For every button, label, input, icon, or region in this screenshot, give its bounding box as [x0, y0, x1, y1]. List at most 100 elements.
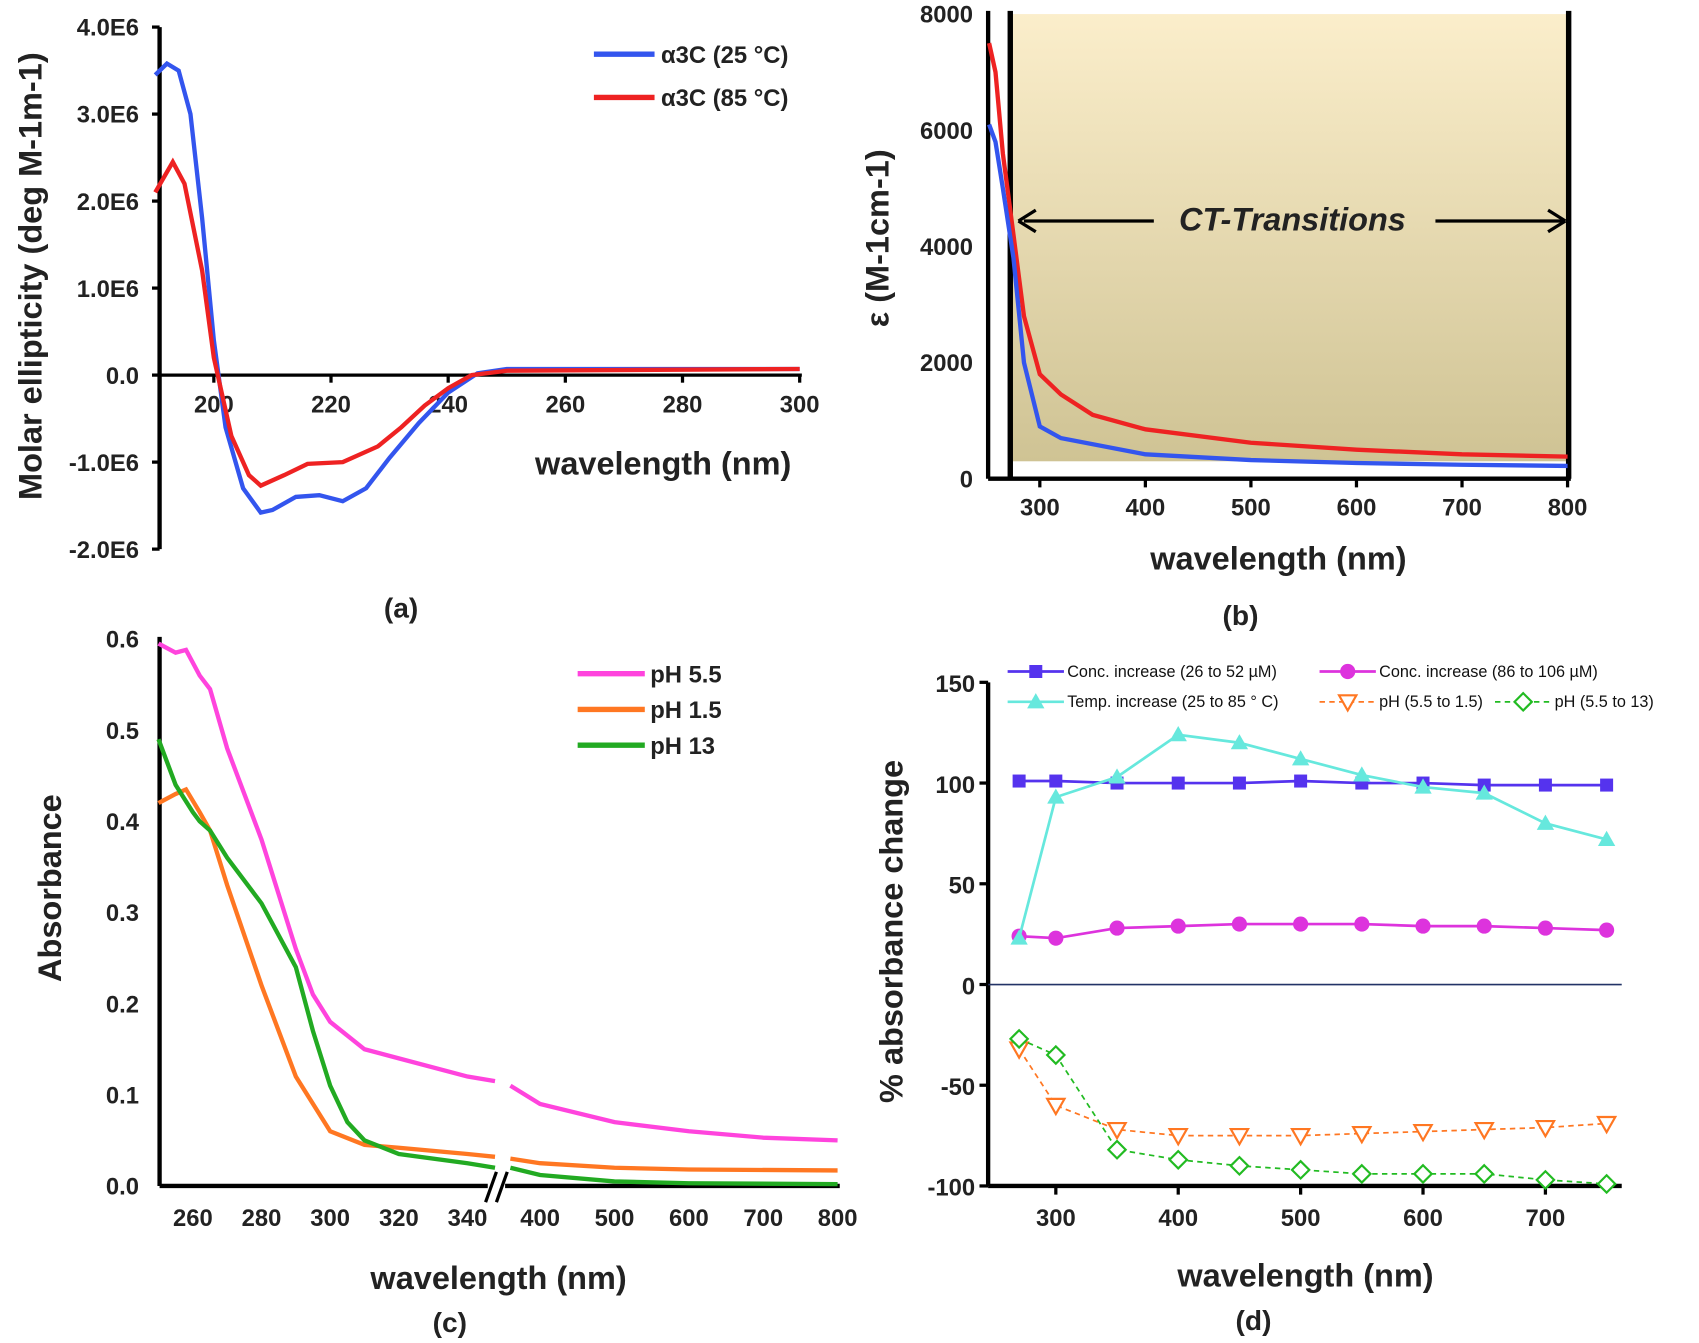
marker-diamond: [1045, 1044, 1067, 1066]
y-tick-label: 0.0: [106, 363, 139, 390]
marker-triangle: [1536, 814, 1555, 830]
x-tick-label: 340: [448, 1205, 488, 1232]
panel-caption: (c): [433, 1307, 467, 1338]
marker-triangle: [1027, 693, 1045, 709]
y-tick-label: 4000: [920, 234, 973, 261]
marker-triangle-down: [1106, 1121, 1128, 1141]
y-axis-label: ε (M-1cm-1): [859, 149, 895, 327]
x-tick-label: 700: [1526, 1205, 1566, 1232]
y-tick-label: 150: [935, 671, 975, 698]
series-line: [156, 738, 838, 1187]
marker-diamond: [1474, 1163, 1495, 1185]
legend-label: Conc. increase (86 to 106 µM): [1379, 663, 1598, 681]
marker-triangle: [1414, 778, 1432, 794]
x-tick-label: 800: [818, 1205, 858, 1232]
marker-triangle: [1475, 784, 1493, 800]
x-tick-label: 300: [310, 1205, 350, 1232]
y-tick-label: 0: [962, 973, 975, 1000]
y-tick-label: 1.0E6: [77, 276, 139, 303]
panel-c: 0.0 0.1 0.2 0.3 0.4 0.5 0.6 260 280 300 320 340 400 5…: [32, 627, 857, 1338]
marker-diamond: [1596, 1173, 1617, 1195]
y-tick-label: 0.4: [106, 809, 140, 836]
marker-circle: [1537, 920, 1553, 936]
x-tick-label: 600: [1403, 1205, 1443, 1232]
marker-circle: [1340, 663, 1356, 680]
legend-label: pH 5.5: [650, 661, 721, 688]
y-tick-label: 0.0: [106, 1174, 139, 1201]
marker-triangle-down: [1412, 1123, 1434, 1143]
marker-circle: [1048, 930, 1064, 946]
series-line: [157, 786, 838, 1173]
y-axis-label: Molar ellipticity (deg M-1m-1): [13, 52, 49, 500]
y-tick-label: 0.1: [106, 1082, 139, 1109]
marker-square: [1171, 776, 1185, 790]
y-tick-label: -100: [927, 1175, 975, 1202]
y-tick-label: 3.0E6: [77, 102, 139, 129]
legend-label: pH 13: [650, 733, 715, 760]
marker-triangle-down: [1337, 694, 1359, 713]
panel-d: -100 -50 0 50 100 150 300 400 500 600 700 Conc. inc…: [874, 663, 1654, 1336]
y-tick-label: 8000: [920, 2, 973, 29]
marker-square: [1294, 774, 1308, 788]
legend-label: pH 1.5: [650, 697, 721, 724]
y-tick-label: -1.0E6: [69, 450, 139, 477]
marker-triangle-down: [1045, 1097, 1067, 1117]
x-axis-label: wavelength (nm): [1176, 1258, 1433, 1294]
x-tick-label: 700: [743, 1205, 783, 1232]
marker-diamond: [1512, 691, 1534, 713]
marker-triangle: [1353, 766, 1371, 782]
x-tick-label: 600: [1337, 495, 1377, 522]
x-tick-label: 260: [173, 1205, 213, 1232]
marker-circle: [1109, 920, 1125, 936]
marker-triangle-down: [1167, 1128, 1189, 1147]
x-tick-label: 500: [1231, 495, 1271, 522]
series-line: [1018, 1038, 1607, 1185]
panel-caption: (a): [384, 592, 418, 623]
marker-triangle-down: [1534, 1119, 1556, 1139]
marker-circle: [1231, 916, 1248, 932]
series-line: [157, 641, 838, 1143]
shaded-region: [1010, 14, 1568, 462]
marker-triangle-down: [1228, 1128, 1250, 1147]
y-tick-label: 50: [949, 873, 976, 900]
y-tick-label: 2.0E6: [77, 189, 139, 216]
x-tick-label: 320: [379, 1205, 419, 1232]
marker-triangle: [1169, 726, 1187, 742]
y-tick-label: 0.3: [106, 900, 139, 927]
marker-triangle: [1010, 929, 1028, 945]
legend-label: Temp. increase (25 to 85 ° C): [1067, 693, 1278, 711]
legend-label: pH (5.5 to 13): [1555, 693, 1654, 711]
marker-diamond: [1535, 1169, 1556, 1191]
marker-square: [1049, 774, 1063, 788]
series-line: [987, 123, 1568, 469]
legend-label: α3C (25 °C): [661, 42, 788, 69]
marker-square: [1538, 778, 1552, 792]
x-tick-label: 280: [663, 392, 703, 419]
marker-triangle: [1291, 750, 1310, 766]
y-tick-label: -50: [941, 1074, 975, 1101]
marker-triangle-down: [1596, 1115, 1618, 1135]
arrowhead-right: [1547, 208, 1567, 234]
x-tick-label: 220: [311, 392, 351, 419]
y-tick-label: 0.2: [106, 991, 139, 1018]
marker-diamond: [1351, 1163, 1373, 1185]
marker-diamond: [1290, 1159, 1311, 1181]
marker-triangle-down: [1290, 1128, 1312, 1147]
x-tick-label: 400: [1126, 495, 1166, 522]
x-tick-label: 500: [1281, 1205, 1321, 1232]
panel-b: 0 2000 4000 6000 8000 300 400 500 600 700 800 CT-Tr…: [859, 2, 1587, 631]
series-line: [153, 60, 800, 516]
marker-circle: [1354, 916, 1370, 932]
marker-diamond: [1229, 1155, 1250, 1177]
x-axis-label: wavelength (nm): [369, 1260, 626, 1296]
x-tick-label: 280: [242, 1205, 282, 1232]
series-line: [986, 42, 1568, 459]
marker-diamond: [1412, 1163, 1434, 1185]
y-axis-label: % absorbance change: [874, 760, 910, 1103]
arrowhead-left: [1017, 208, 1037, 234]
y-tick-label: 0: [960, 466, 973, 493]
panel-caption: (b): [1223, 600, 1259, 631]
y-tick-label: 4.0E6: [77, 15, 139, 42]
x-axis-label: wavelength (nm): [534, 445, 791, 481]
